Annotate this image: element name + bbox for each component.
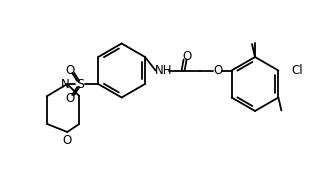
- Text: N: N: [61, 78, 70, 90]
- Text: NH: NH: [155, 64, 172, 77]
- Text: O: O: [182, 50, 191, 63]
- Text: O: O: [63, 133, 72, 146]
- Text: O: O: [66, 92, 75, 104]
- Text: Cl: Cl: [291, 64, 303, 77]
- Text: O: O: [66, 64, 75, 76]
- Text: S: S: [76, 78, 84, 90]
- Text: O: O: [213, 64, 222, 77]
